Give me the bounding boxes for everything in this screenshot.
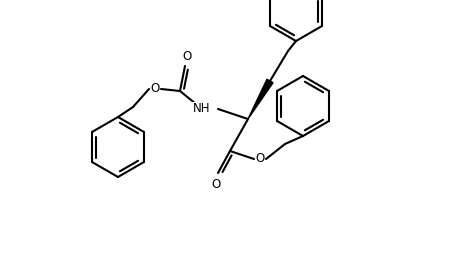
Text: NH: NH: [192, 103, 210, 116]
Text: O: O: [256, 152, 265, 166]
Text: O: O: [212, 178, 221, 190]
Text: O: O: [182, 50, 191, 62]
Text: O: O: [150, 83, 160, 96]
Polygon shape: [248, 79, 273, 119]
